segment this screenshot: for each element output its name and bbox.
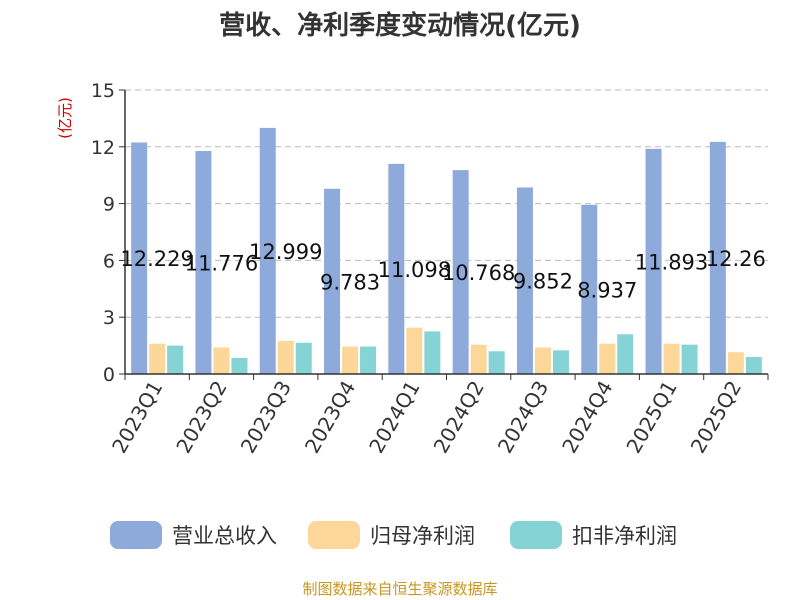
bar-2023Q4-1	[324, 188, 341, 374]
x-tick-label: 2023Q3	[236, 377, 296, 458]
data-label: 9.783	[320, 270, 380, 294]
x-tick-label: 2024Q2	[429, 377, 489, 458]
y-tick-label: 3	[103, 307, 115, 329]
data-label: 9.852	[513, 270, 573, 294]
x-axis-ticks: 2023Q1 2023Q2 2023Q3 2023Q4 2024Q1 2024Q2 2024…	[107, 374, 769, 458]
data-label: 8.937	[577, 278, 637, 302]
data-label: 10.768	[442, 261, 515, 285]
x-tick-label: 2024Q3	[493, 377, 553, 458]
x-tick-label: 2024Q4	[557, 377, 617, 458]
x-tick-label: 2023Q2	[171, 377, 231, 458]
bar-2023Q2-1	[195, 151, 212, 374]
bar-2025Q1-2	[663, 343, 680, 374]
bar-2023Q1-3	[167, 345, 184, 374]
axes	[124, 90, 768, 375]
legend-swatch	[110, 521, 162, 549]
bar-2025Q2-3	[745, 356, 762, 374]
y-axis-unit: (亿元)	[56, 97, 74, 139]
y-axis-ticks: 0 3 6 9 12 15	[91, 80, 125, 386]
bar-2023Q1-1	[131, 142, 148, 374]
x-tick-label: 2023Q1	[107, 377, 167, 458]
legend: 营业总收入 归母净利润 扣非净利润	[110, 521, 677, 549]
bar-2023Q2-3	[231, 357, 248, 374]
bar-2023Q4-2	[342, 346, 359, 374]
x-tick-label: 2023Q4	[300, 377, 360, 458]
bar-2024Q1-3	[424, 331, 441, 374]
bar-2024Q2-1	[452, 170, 469, 374]
bar-2023Q3-3	[295, 342, 312, 374]
bar-2023Q3-2	[277, 340, 294, 374]
data-label: 12.26	[706, 247, 766, 271]
x-tick-label: 2025Q1	[621, 377, 681, 458]
chart-title: 营收、净利季度变动情况(亿元)	[219, 10, 581, 41]
bar-2024Q3-3	[552, 350, 569, 374]
data-label: 11.776	[185, 252, 258, 276]
bar-2023Q2-2	[213, 347, 230, 374]
data-label: 12.229	[120, 247, 193, 271]
data-label: 11.098	[378, 258, 451, 282]
bars	[131, 127, 762, 375]
bar-2024Q4-3	[617, 334, 634, 374]
data-label: 12.999	[249, 240, 322, 264]
legend-label: 归母净利润	[370, 524, 475, 548]
data-label: 11.893	[635, 250, 708, 274]
y-tick-label: 15	[91, 80, 115, 102]
bar-2025Q2-1	[709, 141, 726, 374]
bar-2024Q4-2	[599, 343, 616, 374]
bar-2023Q4-3	[360, 346, 377, 374]
bar-2023Q3-1	[259, 127, 276, 375]
bar-2024Q2-2	[470, 344, 487, 374]
bar-2024Q1-2	[406, 327, 423, 374]
x-tick-label: 2025Q2	[686, 377, 746, 458]
bar-2023Q1-2	[149, 343, 166, 374]
legend-swatch	[308, 521, 360, 549]
y-tick-label: 0	[103, 364, 115, 386]
bar-2025Q2-2	[727, 352, 744, 374]
legend-label: 营业总收入	[172, 524, 277, 548]
y-tick-label: 6	[103, 250, 115, 272]
legend-swatch	[510, 521, 562, 549]
source-note: 制图数据来自恒生聚源数据库	[302, 580, 497, 598]
legend-label: 扣非净利润	[572, 524, 677, 548]
bar-2024Q3-1	[516, 187, 533, 374]
bar-2024Q4-1	[581, 204, 598, 374]
bar-2024Q3-2	[534, 347, 551, 374]
x-tick-label: 2024Q1	[364, 377, 424, 458]
bar-2024Q2-3	[488, 351, 505, 374]
bar-2024Q1-1	[388, 163, 405, 374]
y-tick-label: 12	[91, 137, 115, 159]
bar-2025Q1-1	[645, 148, 662, 374]
bar-2025Q1-3	[681, 344, 698, 374]
y-tick-label: 9	[103, 194, 115, 216]
